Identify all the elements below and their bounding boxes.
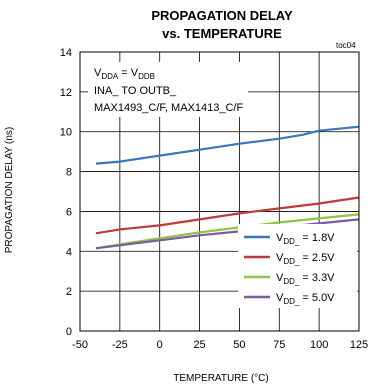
x-axis-label: TEMPERATURE (°C) <box>173 373 268 384</box>
y-tick-label: 2 <box>66 286 72 298</box>
conditions-annotation: VDDA = VDDB INA_ TO OUTB_ MAX1493_C/F, M… <box>94 67 243 114</box>
series-line-2 <box>95 196 360 235</box>
series-line-3 <box>95 213 360 250</box>
y-tick-label: 14 <box>60 47 72 59</box>
y-tick-label: 0 <box>66 326 72 338</box>
x-tick-labels: -50 -25 0 25 50 75 100 125 <box>72 339 368 351</box>
figure-tag: toc04 <box>336 41 356 50</box>
y-axis-label: PROPAGATION DELAY (ns) <box>4 127 15 254</box>
legend-label-4: VDD_ = 5.0V <box>276 292 335 306</box>
legend-label-1: VDD_ = 1.8V <box>276 232 335 246</box>
series-line-1 <box>95 125 360 165</box>
y-tick-label: 12 <box>60 87 72 99</box>
annotation-line3: MAX1493_C/F, MAX1413_C/F <box>94 102 243 114</box>
x-tick-label: 50 <box>233 339 245 351</box>
y-tick-label: 6 <box>66 206 72 218</box>
y-tick-label: 8 <box>66 167 72 179</box>
x-tick-label: 100 <box>310 339 328 351</box>
annotation-line2: INA_ TO OUTB_ <box>94 85 177 97</box>
series-lines <box>95 125 360 250</box>
y-tick-label: 10 <box>60 127 72 139</box>
legend-label-2: VDD_ = 2.5V <box>276 252 335 266</box>
plot-frame <box>79 51 360 332</box>
annotation-background <box>88 62 248 117</box>
annotation-box <box>88 62 248 117</box>
legend-label-3: VDD_ = 3.3V <box>276 272 335 286</box>
y-tick-labels: 0 2 4 6 8 10 12 14 <box>60 47 72 338</box>
annotation-line1: VDDA = VDDB <box>94 67 155 81</box>
x-tick-label: -50 <box>72 339 88 351</box>
chart-title-line2: vs. TEMPERATURE <box>162 26 282 41</box>
x-tick-label: 0 <box>157 339 163 351</box>
x-tick-label: 125 <box>350 339 368 351</box>
x-tick-label: 75 <box>273 339 285 351</box>
chart-title-line1: PROPAGATION DELAY <box>151 8 293 23</box>
legend: VDD_ = 1.8V VDD_ = 2.5V VDD_ = 3.3V VDD_ = … <box>238 224 357 308</box>
x-tick-label: -25 <box>112 339 128 351</box>
y-tick-label: 4 <box>66 246 72 258</box>
x-tick-label: 25 <box>193 339 205 351</box>
